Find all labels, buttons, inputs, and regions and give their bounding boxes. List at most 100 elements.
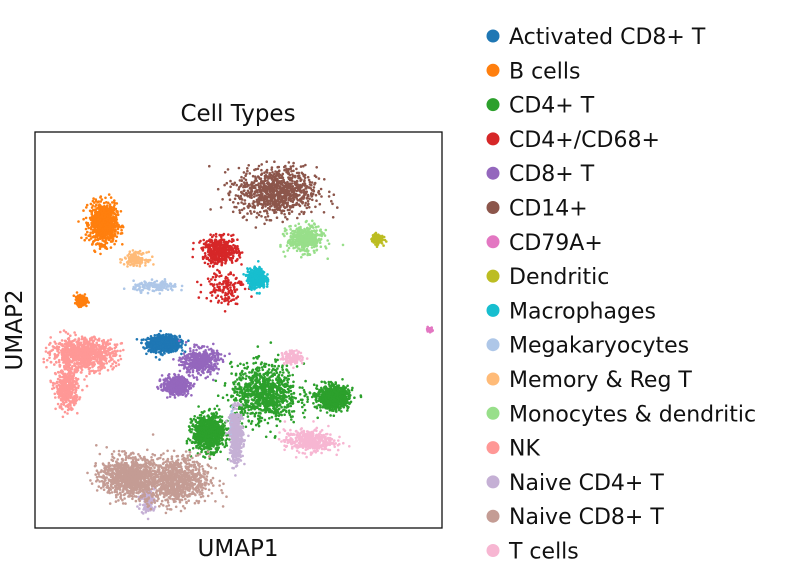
- data-point: [258, 366, 261, 370]
- data-point: [237, 387, 240, 391]
- data-point: [284, 382, 288, 386]
- data-point: [89, 202, 93, 206]
- data-point: [192, 433, 196, 436]
- data-point: [243, 411, 247, 414]
- data-point: [335, 403, 339, 407]
- data-point: [188, 429, 191, 432]
- data-point: [245, 374, 248, 378]
- data-point: [273, 382, 276, 386]
- data-point: [289, 389, 293, 393]
- data-point: [257, 424, 261, 428]
- data-point: [271, 379, 274, 382]
- data-point: [270, 410, 274, 414]
- data-point: [252, 393, 255, 396]
- data-point: [325, 388, 329, 391]
- data-point: [104, 240, 108, 244]
- data-point: [254, 371, 258, 375]
- data-point: [254, 401, 257, 405]
- data-point: [216, 394, 220, 398]
- data-point: [98, 247, 102, 250]
- data-point: [333, 398, 337, 402]
- data-point: [151, 338, 155, 342]
- data-point: [84, 233, 88, 236]
- data-point: [263, 386, 267, 390]
- data-point: [298, 386, 302, 389]
- data-point: [107, 193, 111, 196]
- data-point: [263, 372, 267, 376]
- data-point: [318, 397, 322, 401]
- data-point: [121, 243, 124, 246]
- data-point: [225, 393, 229, 397]
- data-point: [281, 368, 285, 372]
- data-point: [255, 376, 258, 380]
- data-point: [99, 207, 103, 210]
- data-point: [248, 385, 251, 388]
- data-point: [170, 343, 173, 347]
- data-point: [254, 361, 258, 365]
- data-point: [157, 339, 161, 342]
- data-point: [275, 392, 279, 396]
- data-point: [251, 404, 255, 407]
- data-point: [349, 400, 353, 404]
- data-point: [158, 343, 162, 346]
- data-point: [281, 401, 284, 404]
- data-point: [90, 225, 93, 229]
- data-point: [109, 205, 113, 209]
- data-point: [229, 360, 233, 364]
- data-point: [190, 441, 194, 445]
- data-point: [214, 447, 218, 450]
- data-point: [315, 387, 318, 390]
- data-point: [190, 430, 193, 434]
- data-point: [246, 412, 249, 415]
- data-point: [263, 375, 266, 379]
- data-point: [253, 396, 256, 400]
- data-point: [274, 369, 278, 373]
- data-point: [331, 392, 334, 396]
- data-point: [277, 374, 281, 378]
- data-point: [269, 341, 273, 344]
- data-point: [72, 294, 76, 298]
- series-points-1: [72, 193, 125, 309]
- data-point: [262, 390, 265, 393]
- data-point: [297, 400, 301, 403]
- data-point: [89, 237, 93, 240]
- data-point: [111, 219, 115, 222]
- data-point: [215, 412, 219, 415]
- data-point: [264, 381, 267, 385]
- data-point: [282, 384, 285, 387]
- data-point: [249, 378, 252, 382]
- data-point: [213, 414, 216, 418]
- data-point: [112, 235, 115, 238]
- data-point: [272, 401, 276, 405]
- data-point: [259, 412, 262, 415]
- data-point: [332, 388, 336, 392]
- data-point: [303, 408, 307, 412]
- data-point: [105, 217, 108, 221]
- data-point: [290, 418, 293, 421]
- data-point: [244, 401, 247, 404]
- data-point: [277, 400, 281, 403]
- data-point: [143, 347, 146, 350]
- data-point: [264, 435, 268, 439]
- data-point: [267, 368, 271, 371]
- data-point: [251, 374, 255, 378]
- data-point: [280, 374, 284, 377]
- data-point: [328, 392, 332, 396]
- data-point: [161, 335, 164, 339]
- data-point: [268, 417, 271, 420]
- data-point: [102, 219, 105, 223]
- data-point: [276, 410, 280, 414]
- data-point: [301, 405, 304, 409]
- data-point: [192, 417, 196, 421]
- data-point: [346, 409, 349, 412]
- data-point: [89, 231, 92, 235]
- data-point: [224, 439, 227, 442]
- data-point: [269, 403, 273, 407]
- data-point: [304, 379, 307, 383]
- data-point: [119, 210, 123, 213]
- data-point: [225, 428, 229, 432]
- data-point: [291, 398, 294, 402]
- data-point: [86, 223, 89, 227]
- data-point: [287, 391, 290, 394]
- data-point: [253, 414, 257, 418]
